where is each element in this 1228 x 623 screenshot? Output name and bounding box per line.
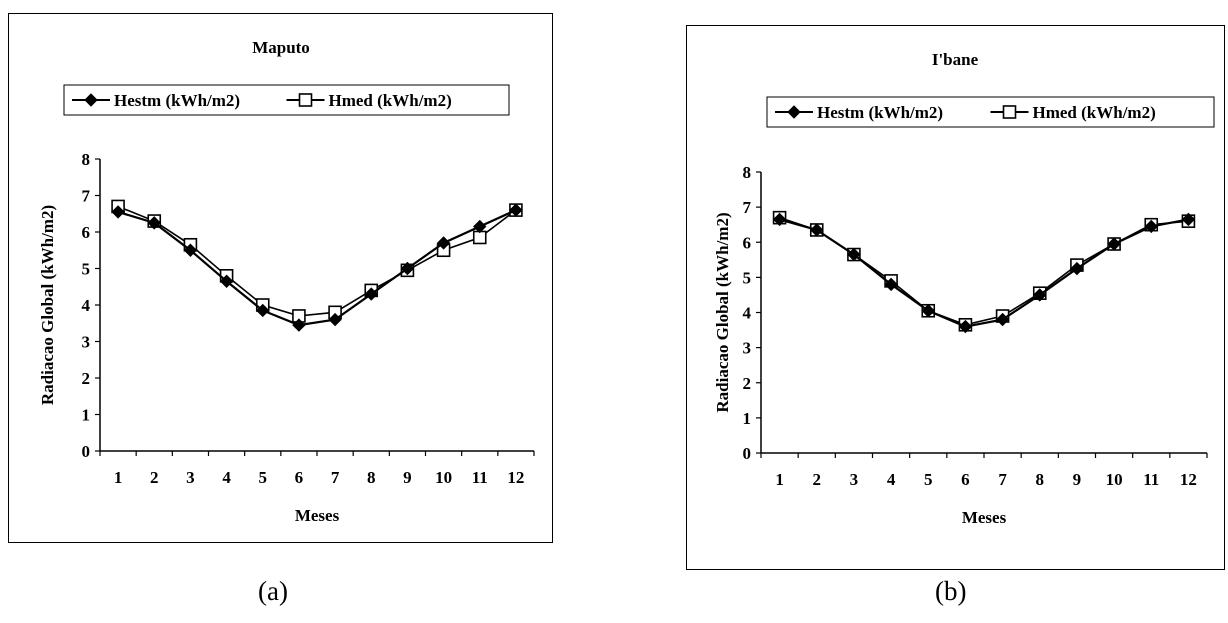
x-tick-label: 9 <box>1073 470 1082 489</box>
data-point-diamond <box>436 236 451 250</box>
data-point-diamond <box>1107 237 1121 251</box>
data-point-diamond <box>1033 288 1047 302</box>
x-tick-label: 9 <box>403 468 412 487</box>
data-point-diamond <box>995 312 1010 327</box>
y-axis-label: Radiacao Global (kWh/m2) <box>38 205 57 405</box>
legend: Hestm (kWh/m2) Hmed (kWh/m2) <box>766 96 1215 128</box>
legend-diamond-marker <box>787 105 801 119</box>
x-tick-label: 11 <box>1143 470 1159 489</box>
x-tick-label: 5 <box>259 468 268 487</box>
y-tick-label: 7 <box>82 187 91 206</box>
y-tick-label: 6 <box>743 233 752 252</box>
data-point-diamond <box>400 261 415 276</box>
legend-label: Hestm (kWh/m2) <box>817 103 943 122</box>
legend: Hestm (kWh/m2) Hmed (kWh/m2) <box>63 84 510 116</box>
y-tick-label: 4 <box>82 296 91 315</box>
y-tick-label: 4 <box>743 304 752 323</box>
data-point-diamond <box>1181 212 1196 227</box>
x-tick-label: 4 <box>222 468 231 487</box>
x-tick-label: 6 <box>961 470 970 489</box>
y-axis-label: Radiacao Global (kWh/m2) <box>713 212 732 412</box>
y-tick-label: 2 <box>743 374 752 393</box>
series-line <box>117 209 517 327</box>
y-tick-label: 0 <box>743 444 752 463</box>
chart-title: Maputo <box>252 38 310 57</box>
chart-panel-b: I'bane Hestm (kWh/m2) Hmed (kWh/m2) 0 1 2 3 4 5 6… <box>686 25 1225 570</box>
x-tick-label: 3 <box>850 470 859 489</box>
x-tick-label: 2 <box>150 468 159 487</box>
caption-a: (a) <box>258 576 288 606</box>
y-tick-label: 1 <box>743 409 752 428</box>
y-tick-label: 8 <box>82 150 91 169</box>
x-axis-label: Meses <box>295 506 340 525</box>
x-tick-label: 3 <box>186 468 195 487</box>
x-tick-label: 7 <box>331 468 340 487</box>
y-tick-label: 1 <box>82 406 91 425</box>
x-tick-label: 8 <box>367 468 376 487</box>
data-point-diamond <box>473 219 487 234</box>
legend-square-marker <box>298 93 313 107</box>
x-tick-label: 2 <box>813 470 822 489</box>
data-point-diamond <box>884 277 898 292</box>
x-tick-label: 1 <box>775 470 784 489</box>
y-tick-label: 7 <box>743 198 752 217</box>
data-point-diamond <box>1144 219 1158 234</box>
y-tick-label: 3 <box>743 339 752 358</box>
data-point-diamond <box>921 304 935 318</box>
data-point-diamond <box>958 319 973 334</box>
data-point-square <box>472 230 487 245</box>
x-tick-label: 1 <box>114 468 123 487</box>
chart-panel-a: Maputo Hestm (kWh/m2) Hmed (kWh/m2) 0 1 2 3 4 5 6… <box>8 13 553 543</box>
series-line <box>779 216 1189 326</box>
series-hestm <box>772 212 1196 334</box>
x-tick-label: 12 <box>1180 470 1197 489</box>
data-point-diamond <box>328 312 342 327</box>
data-point-diamond <box>847 247 861 262</box>
data-point-diamond <box>111 205 125 219</box>
series-hestm <box>111 203 523 332</box>
y-tick-label: 3 <box>82 333 91 352</box>
data-point-diamond <box>810 223 824 237</box>
legend-label: Hmed (kWh/m2) <box>329 91 452 110</box>
series-hmed <box>772 210 1196 332</box>
series-line <box>779 218 1189 328</box>
legend-square-marker <box>1002 105 1017 119</box>
data-point-diamond <box>147 216 161 230</box>
x-tick-label: 12 <box>507 468 524 487</box>
chart-title: I'bane <box>932 50 979 69</box>
y-tick-label: 5 <box>82 260 91 279</box>
x-tick-label: 6 <box>295 468 304 487</box>
data-point-diamond <box>364 287 378 301</box>
series-hmed <box>111 199 523 323</box>
x-tick-label: 4 <box>887 470 896 489</box>
y-tick-label: 8 <box>743 163 752 182</box>
data-point-diamond <box>256 303 270 318</box>
x-tick-label: 8 <box>1036 470 1045 489</box>
x-axis-label: Meses <box>962 508 1007 527</box>
data-point-diamond <box>509 203 523 217</box>
x-tick-label: 11 <box>472 468 488 487</box>
data-point-diamond <box>1070 261 1084 276</box>
x-tick-label: 7 <box>998 470 1007 489</box>
x-tick-label: 10 <box>435 468 452 487</box>
data-point-diamond <box>219 274 234 288</box>
x-tick-label: 5 <box>924 470 933 489</box>
legend-diamond-marker <box>84 93 98 107</box>
legend-label: Hestm (kWh/m2) <box>114 91 240 110</box>
data-point-diamond <box>772 212 787 227</box>
y-tick-label: 5 <box>743 268 752 287</box>
data-point-diamond <box>183 243 198 257</box>
series-line <box>117 205 517 317</box>
x-tick-label: 10 <box>1106 470 1123 489</box>
y-tick-label: 6 <box>82 223 91 242</box>
caption-b: (b) <box>935 576 967 606</box>
y-tick-label: 2 <box>82 369 91 388</box>
data-point-diamond <box>292 318 306 332</box>
y-tick-label: 0 <box>82 442 91 461</box>
legend-label: Hmed (kWh/m2) <box>1033 103 1156 122</box>
